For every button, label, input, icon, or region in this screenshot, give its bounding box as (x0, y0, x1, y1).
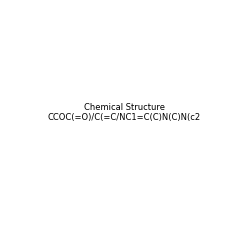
Text: Chemical Structure
CCOC(=O)/C(=C/NC1=C(C)N(C)N(c2: Chemical Structure CCOC(=O)/C(=C/NC1=C(C… (48, 103, 201, 122)
